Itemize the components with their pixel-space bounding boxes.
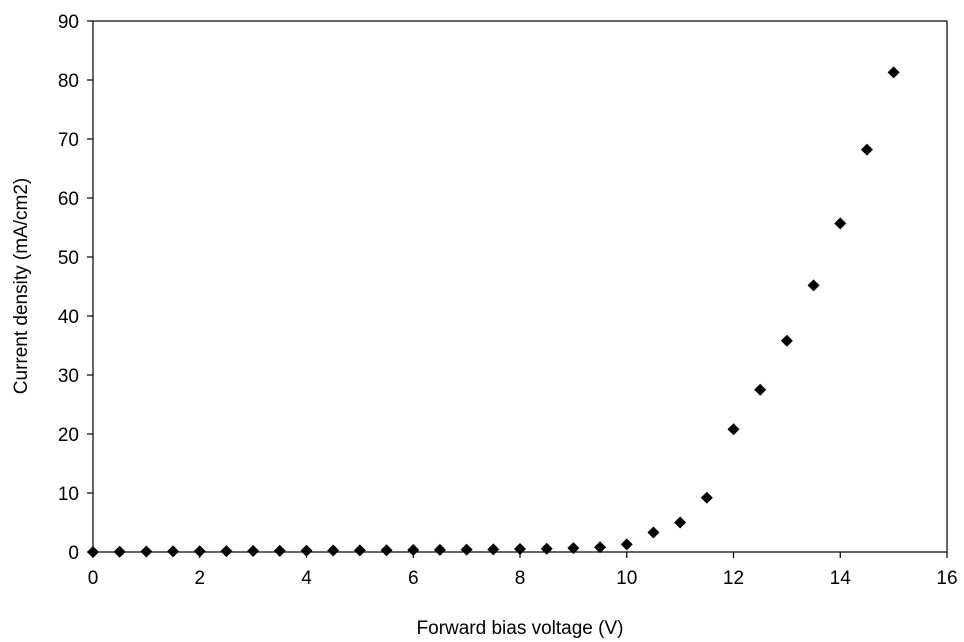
data-point (807, 279, 820, 292)
y-tick-label: 90 (58, 12, 79, 33)
y-tick-label: 20 (58, 425, 79, 446)
data-point (140, 545, 153, 558)
data-series (87, 66, 900, 558)
data-point (273, 544, 286, 557)
x-tick-label: 0 (88, 568, 99, 589)
x-tick-label: 14 (830, 568, 852, 589)
data-point (407, 544, 420, 557)
x-tick-label: 2 (194, 568, 205, 589)
data-point (113, 545, 126, 558)
data-point (460, 543, 473, 556)
data-point (727, 423, 740, 436)
y-tick-label: 70 (58, 130, 79, 151)
y-tick-label: 40 (58, 307, 79, 328)
data-point (780, 334, 793, 347)
data-point (620, 538, 633, 551)
data-point (567, 542, 580, 555)
x-tick-label: 16 (936, 568, 957, 589)
x-tick-label: 6 (408, 568, 419, 589)
data-point (647, 526, 660, 539)
data-point (700, 491, 713, 504)
data-point (87, 546, 99, 558)
data-point (167, 545, 180, 558)
x-tick-label: 12 (723, 568, 744, 589)
data-point (860, 143, 873, 156)
data-point (487, 543, 500, 556)
y-tick-label: 30 (58, 366, 79, 387)
y-tick-label: 10 (58, 484, 79, 505)
data-point (887, 66, 900, 79)
data-point (220, 545, 233, 558)
data-point (300, 544, 313, 557)
data-point (433, 543, 446, 556)
data-point (327, 544, 340, 557)
x-tick-label: 10 (616, 568, 637, 589)
x-tick-label: 8 (515, 568, 526, 589)
plot-area-border (92, 20, 948, 553)
y-tick-label: 0 (68, 543, 79, 564)
x-axis: 0 2 4 6 8 10 12 14 16 (88, 552, 958, 589)
data-point (380, 544, 393, 557)
data-point (540, 542, 553, 555)
x-tick-label: 4 (301, 568, 312, 589)
data-point (834, 217, 847, 230)
y-tick-label: 50 (58, 248, 79, 269)
data-point (514, 543, 526, 556)
data-point (594, 541, 607, 554)
data-point (754, 383, 767, 396)
data-point (193, 545, 206, 558)
data-point (247, 544, 260, 557)
y-tick-label: 80 (58, 71, 79, 92)
y-tick-label: 60 (58, 189, 79, 210)
y-axis-title: Current density (mA/cm2) (11, 178, 32, 394)
x-axis-title: Forward bias voltage (V) (417, 618, 624, 639)
y-axis: 0 10 20 30 40 50 60 70 80 90 (58, 12, 93, 564)
plot-area (92, 20, 948, 553)
data-point (674, 516, 687, 529)
data-point (353, 544, 366, 557)
